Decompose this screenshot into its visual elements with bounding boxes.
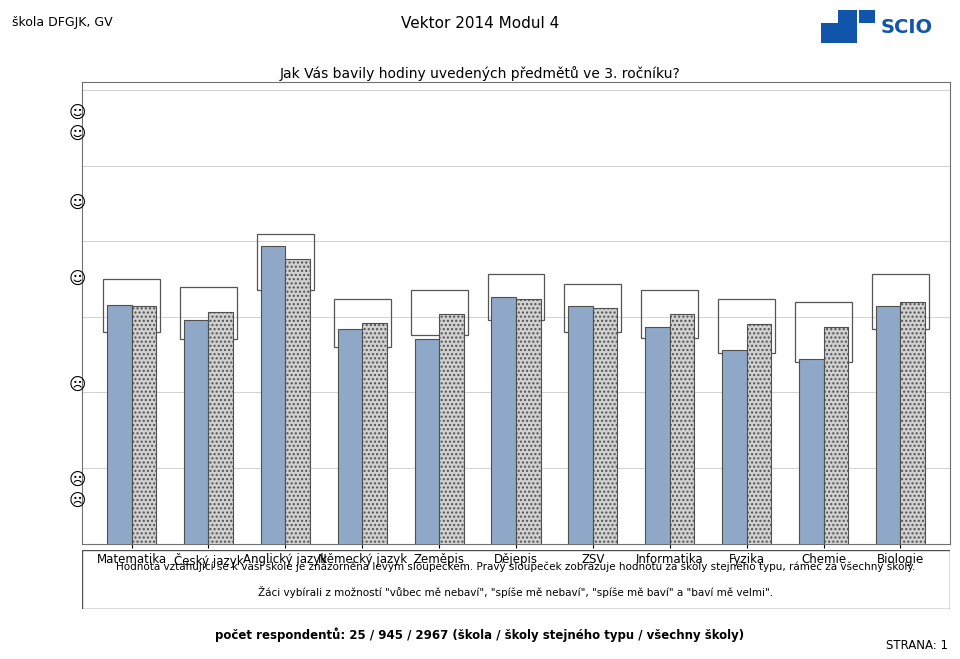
Text: ☺: ☺: [69, 194, 86, 212]
Bar: [415, 339, 439, 659]
Text: škola DFGJK, GV: škola DFGJK, GV: [12, 16, 112, 30]
Bar: [184, 320, 208, 659]
Text: Žáci vybírali z možností "vůbec mě nebaví", "spíše mě nebaví", "spíše mě baví" a: Žáci vybírali z možností "vůbec mě nebav…: [258, 587, 774, 598]
Bar: [670, 314, 694, 659]
Bar: [488, 274, 544, 320]
Bar: [872, 274, 929, 329]
Text: Vektor 2014 Modul 4: Vektor 2014 Modul 4: [401, 16, 559, 32]
Bar: [103, 279, 160, 332]
Bar: [132, 306, 156, 659]
Bar: [516, 299, 540, 659]
Bar: [799, 359, 824, 659]
Bar: [107, 304, 132, 659]
Bar: [180, 287, 237, 339]
Bar: [876, 306, 900, 659]
Bar: [824, 328, 848, 659]
Text: STRANA: 1: STRANA: 1: [886, 639, 948, 652]
Text: ☹: ☹: [69, 376, 86, 394]
Bar: [641, 289, 698, 338]
Bar: [900, 302, 925, 659]
Bar: [439, 314, 464, 659]
Bar: [722, 350, 747, 659]
Bar: [821, 10, 856, 43]
Bar: [257, 234, 314, 289]
Bar: [285, 260, 310, 659]
Text: počet respondentů: 25 / 945 / 2967 (škola / školy stejného typu / všechny školy): počet respondentů: 25 / 945 / 2967 (škol…: [215, 627, 745, 642]
Text: Jak Vás bavily hodiny uvedených předmětů ve 3. ročníku?: Jak Vás bavily hodiny uvedených předmětů…: [279, 66, 681, 81]
Text: ☺: ☺: [69, 270, 86, 288]
Text: Hodnota vztahující se k vaší škole je znázorněna levým sloupečkem. Pravý sloupeč: Hodnota vztahující se k vaší škole je zn…: [116, 561, 916, 572]
Bar: [208, 312, 233, 659]
Bar: [821, 10, 837, 23]
Bar: [362, 323, 387, 659]
Bar: [568, 306, 593, 659]
Text: ☺
☺: ☺ ☺: [69, 104, 86, 142]
Text: SCIO: SCIO: [881, 18, 933, 37]
Bar: [718, 299, 775, 353]
Bar: [261, 246, 285, 659]
Bar: [564, 283, 621, 332]
Bar: [859, 10, 875, 23]
Bar: [411, 289, 468, 335]
Bar: [334, 299, 391, 347]
Bar: [492, 297, 516, 659]
Bar: [795, 302, 852, 362]
Bar: [645, 328, 670, 659]
Bar: [593, 308, 617, 659]
Bar: [338, 329, 362, 659]
Bar: [747, 324, 771, 659]
Text: ☹
☹: ☹ ☹: [69, 471, 86, 510]
